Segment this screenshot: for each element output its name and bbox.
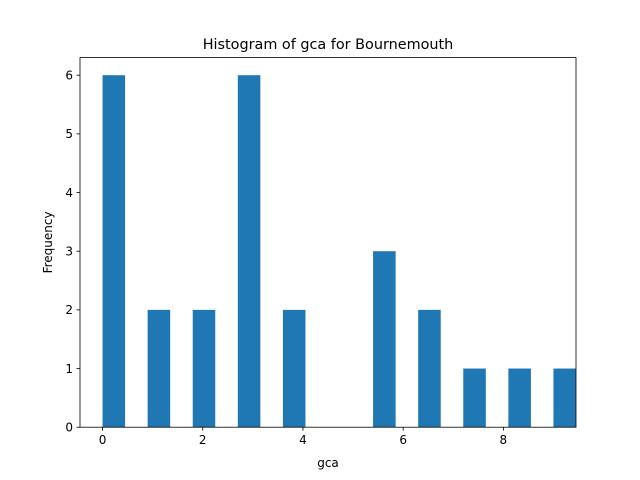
histogram-bar-3 (237, 75, 261, 428)
x-tick-label: 2 (199, 433, 207, 447)
histogram-bar-10 (553, 368, 576, 428)
y-tick-label: 4 (65, 186, 73, 200)
y-tick-label: 6 (65, 69, 73, 83)
histogram-bar-0 (102, 75, 126, 428)
histogram-bar-2 (192, 309, 216, 428)
plot-frame (79, 57, 577, 428)
bars-layer (102, 75, 576, 428)
y-tick-label: 1 (65, 362, 73, 376)
y-tick-label: 5 (65, 127, 73, 141)
x-tick-label: 0 (99, 433, 107, 447)
y-axis-label: Frequency (41, 211, 55, 273)
histogram-bar-1 (147, 309, 171, 428)
histogram-bar-9 (508, 368, 531, 428)
x-tick-label: 4 (299, 433, 307, 447)
y-axis-ticks: 0 1 2 3 4 5 6 (65, 69, 80, 435)
histogram-bar-8 (463, 368, 486, 428)
y-tick-label: 3 (65, 245, 73, 259)
chart-title: Histogram of gca for Bournemouth (203, 37, 454, 53)
x-tick-label: 8 (500, 433, 508, 447)
histogram-bar-6 (373, 251, 396, 428)
x-tick-label: 6 (399, 433, 407, 447)
y-tick-label: 0 (65, 421, 73, 435)
y-tick-label: 2 (65, 303, 73, 317)
x-axis-ticks: 0 2 4 6 8 (99, 427, 507, 447)
histogram-bar-4 (282, 309, 306, 428)
histogram-bar-7 (418, 309, 441, 428)
x-axis-label: gca (317, 456, 339, 470)
